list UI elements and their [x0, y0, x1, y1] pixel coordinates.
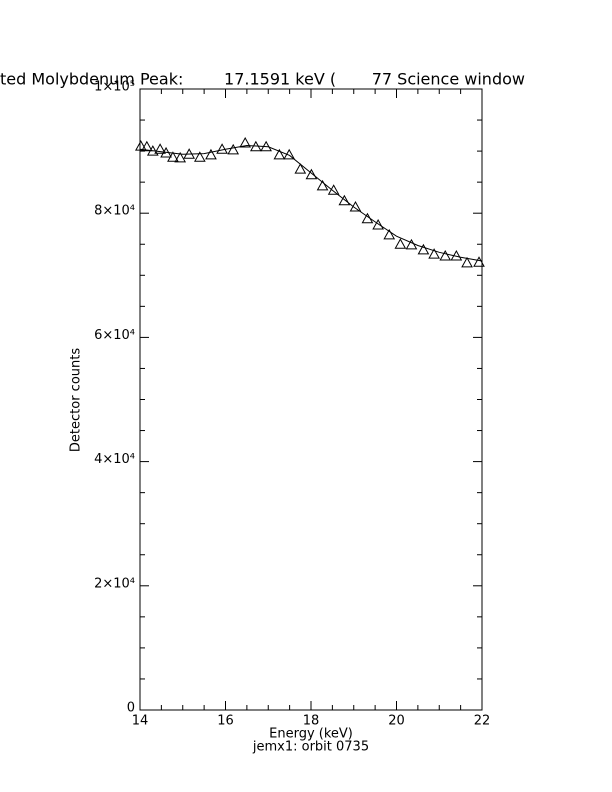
data-point: [461, 256, 473, 268]
data-point: [394, 238, 407, 249]
data-point: [439, 250, 452, 261]
x-tick-label: 14: [132, 714, 149, 729]
subtitle: jemx1: orbit 0735: [252, 740, 369, 755]
data-point: [417, 243, 430, 255]
data-point: [349, 200, 362, 212]
data-point: [154, 143, 166, 154]
y-tick-label: 4×10⁴: [94, 452, 135, 467]
model-line: [139, 145, 483, 262]
data-point: [294, 163, 307, 174]
y-tick-label: 1×10⁵: [94, 80, 135, 95]
data-point: [473, 256, 485, 267]
y-axis-label: Detector counts: [69, 348, 84, 452]
data-point: [135, 140, 147, 151]
data-point: [140, 140, 153, 152]
x-tick-label: 18: [303, 714, 320, 729]
x-tick-label: 22: [474, 714, 491, 729]
data-point: [338, 194, 351, 206]
data-point: [428, 248, 440, 259]
data-point: [372, 218, 384, 230]
y-tick-label: 0: [127, 701, 135, 716]
data-point: [361, 212, 374, 224]
data-point: [216, 143, 228, 154]
y-tick-label: 6×10⁴: [94, 328, 135, 343]
x-tick-label: 20: [388, 714, 405, 729]
y-tick-label: 2×10⁴: [94, 576, 135, 591]
data-point: [227, 143, 240, 155]
data-point: [167, 151, 179, 162]
data-point: [316, 179, 329, 191]
x-tick-label: 16: [217, 714, 234, 729]
plot-frame: [139, 88, 483, 711]
data-point: [305, 168, 318, 180]
data-point: [194, 151, 206, 162]
x-axis-label: Energy (keV): [269, 727, 353, 742]
chart-title: ted Molybdenum Peak: 17.1591 keV ( 77 Sc…: [0, 70, 525, 89]
data-point: [205, 148, 217, 160]
data-point: [273, 148, 286, 160]
y-tick-label: 8×10⁴: [94, 204, 135, 219]
data-point: [405, 238, 418, 250]
data-point: [239, 136, 252, 148]
data-point: [383, 228, 396, 240]
data-point: [174, 151, 187, 163]
data-point: [327, 184, 340, 195]
